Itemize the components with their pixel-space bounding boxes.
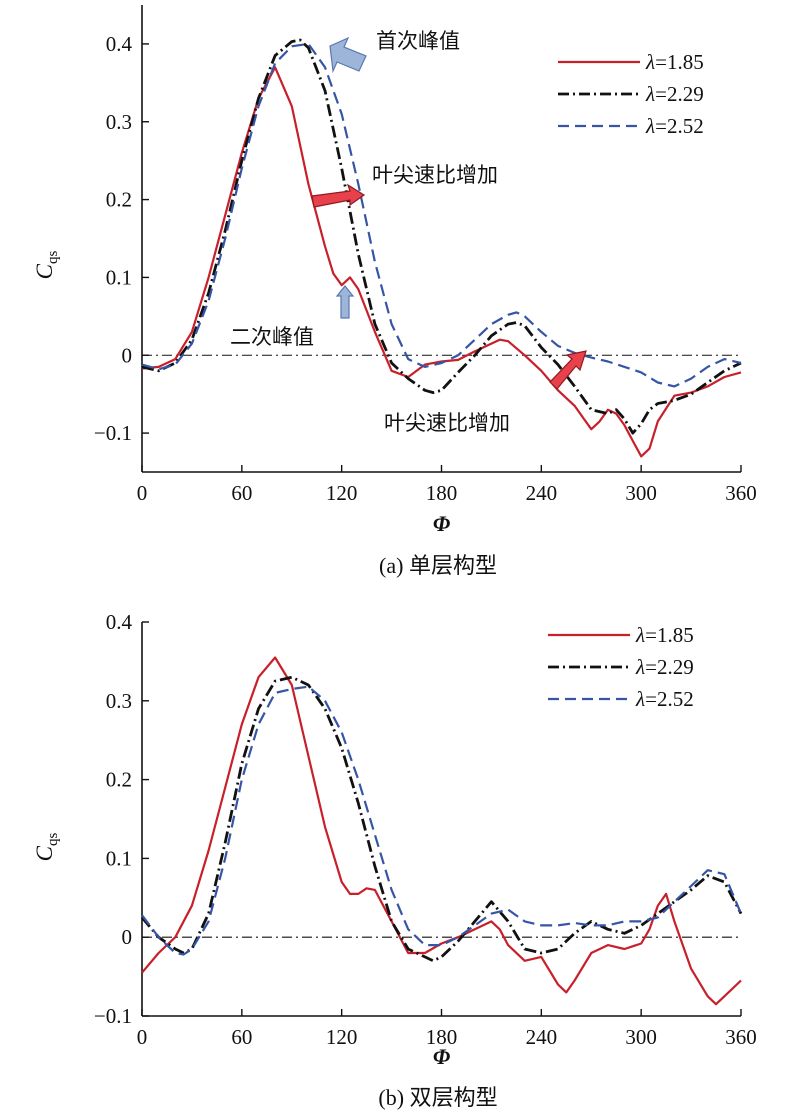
chart-b: 0 60 120 180 240 300 360−0.100.10.20.30.4ΦCqs(… <box>32 610 757 1110</box>
x-tick-label: 120 <box>326 1025 358 1049</box>
legend-label: λ=1.85 <box>645 50 704 74</box>
y-tick-label: 0.4 <box>106 610 133 634</box>
chart-a: 0 60 120 180 240 300 360 −0.1 0 0.1 0.2 0.3 0.4 Φ Cqs (… <box>32 5 757 578</box>
legend-label: λ=2.29 <box>635 655 694 679</box>
x-tick-label: 60 <box>231 481 252 505</box>
y-tick-label: 0.2 <box>106 188 132 212</box>
arrow-second-peak-icon <box>335 285 355 319</box>
legend-label: λ=1.85 <box>635 623 694 647</box>
legend-label: λ=2.29 <box>645 82 704 106</box>
series-line-3 <box>141 685 743 956</box>
y-tick-label: 0.1 <box>106 265 132 289</box>
x-tick-label: 180 <box>426 1025 458 1049</box>
series-line-2 <box>141 38 742 435</box>
series-line-3 <box>141 42 742 388</box>
chart-caption: (b) 双层构型 <box>378 1085 497 1110</box>
x-tick-label: 300 <box>625 1025 657 1049</box>
y-tick-label: 0.4 <box>106 32 133 56</box>
y-tick-label: 0 <box>122 343 133 367</box>
y-axis-label: Cqs <box>32 833 61 862</box>
x-tick-label: 120 <box>326 481 358 505</box>
y-tick-label: 0.3 <box>106 689 132 713</box>
x-tick-label: 240 <box>526 1025 558 1049</box>
arrow-tsr-increase-2-icon <box>549 350 587 390</box>
x-tick-label: 360 <box>725 481 757 505</box>
y-axis-label: Cqs <box>32 251 61 280</box>
annotation-label: 叶尖速比增加 <box>372 163 498 187</box>
y-tick-label: 0 <box>122 925 133 949</box>
series-line-2 <box>140 675 743 963</box>
x-tick-label: 240 <box>526 481 558 505</box>
x-tick-label: 60 <box>231 1025 252 1049</box>
x-axis-label: Φ <box>433 511 450 536</box>
arrow-first-peak-icon <box>329 36 367 74</box>
y-tick-label: 0.2 <box>106 768 132 792</box>
y-tick-label: −0.1 <box>94 421 132 445</box>
x-tick-label: 360 <box>725 1025 757 1049</box>
annotation-label: 首次峰值 <box>376 29 460 53</box>
legend-label: λ=2.52 <box>645 114 704 138</box>
y-tick-label: 0.3 <box>106 110 132 134</box>
x-tick-label: 300 <box>625 481 657 505</box>
chart-caption: (a) 单层构型 <box>379 553 497 578</box>
y-tick-label: 0.1 <box>106 846 132 870</box>
x-tick-label: 0 <box>137 1025 148 1049</box>
y-tick-label: −0.1 <box>94 1004 132 1028</box>
annotation-label: 二次峰值 <box>230 325 314 349</box>
x-tick-label: 0 <box>137 481 148 505</box>
arrow-tsr-increase-icon <box>311 183 366 208</box>
x-axis-label: Φ <box>433 1044 450 1069</box>
legend-label: λ=2.52 <box>635 687 694 711</box>
x-tick-label: 180 <box>426 481 458 505</box>
series-line-1 <box>141 66 742 458</box>
annotation-label: 叶尖速比增加 <box>384 411 510 435</box>
